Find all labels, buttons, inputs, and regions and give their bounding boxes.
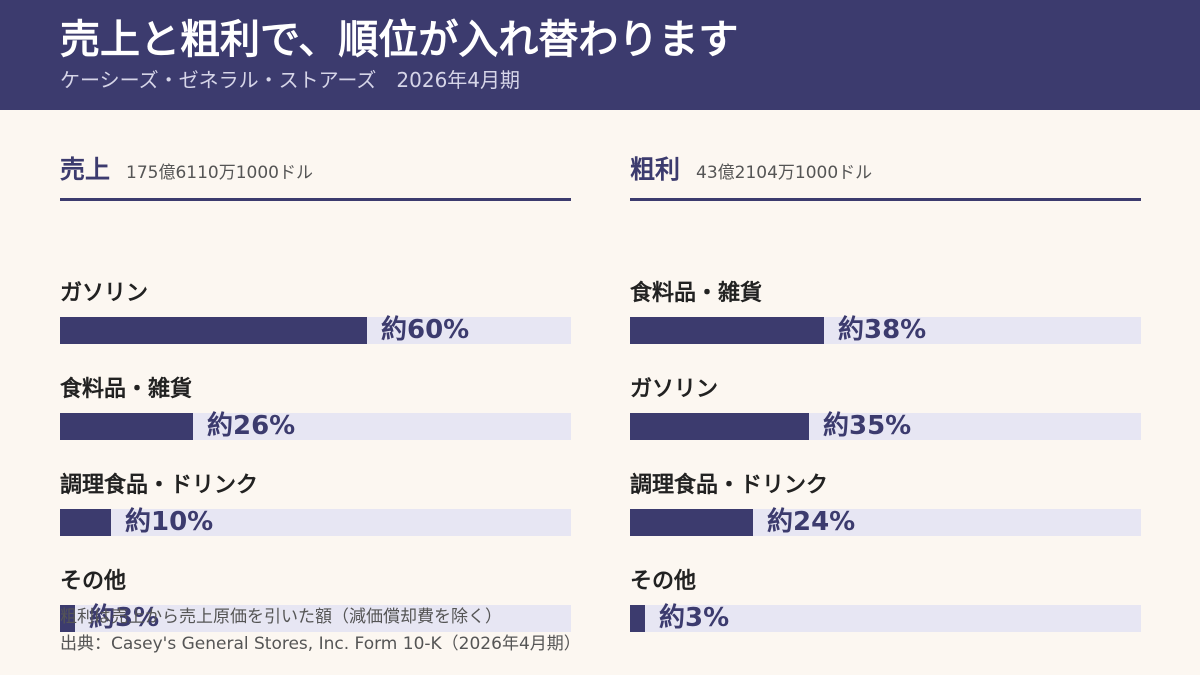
gross-profit-chart-header: 粗利 43億2104万1000ドル	[630, 150, 1141, 201]
bar-row: その他約3%	[60, 565, 571, 657]
source-note: 出典：Casey's General Stores, Inc. Form 10-…	[60, 634, 581, 654]
category-label: その他	[630, 569, 697, 594]
sales-chart: 売上 175億6110万1000ドル ガソリン 約60% 食料品・雑貨 約26% 調理食…	[60, 150, 571, 632]
bar	[60, 509, 111, 536]
value-label: 約3%	[659, 603, 730, 633]
bar-row: 食料品・雑貨約38%	[630, 277, 1141, 369]
bar	[60, 413, 193, 440]
bar	[60, 317, 367, 344]
bar	[630, 605, 645, 632]
category-label: 調理食品・ドリンク	[630, 473, 829, 498]
bar	[630, 509, 753, 536]
value-label: 約10%	[125, 507, 214, 537]
bar	[630, 413, 809, 440]
category-label: その他	[60, 569, 127, 594]
category-label: 食料品・雑貨	[630, 281, 763, 306]
bar-row: 食料品・雑貨 約26%	[60, 373, 571, 465]
category-label: 調理食品・ドリンク	[60, 473, 259, 498]
gross-profit-chart-title: 粗利	[630, 155, 681, 184]
page-title: 売上と粗利で、順位が入れ替わります	[60, 17, 739, 63]
bar-track: 約3%	[630, 605, 1141, 632]
page-subtitle: ケーシーズ・ゼネラル・ストアーズ 2026年4月期	[60, 68, 521, 92]
value-label: 約38%	[838, 315, 927, 345]
definition-note: 粗利は売上から売上原価を引いた額（減価償却費を除く）	[60, 607, 502, 627]
bar	[60, 605, 75, 632]
value-label: 約24%	[767, 507, 856, 537]
gross-profit-chart-total: 43億2104万1000ドル	[696, 163, 873, 183]
category-label: ガソリン	[60, 281, 149, 306]
sales-chart-header: 売上 175億6110万1000ドル	[60, 150, 571, 201]
bar-row: ガソリン約60%	[60, 277, 571, 369]
bar	[630, 317, 824, 344]
gross-profit-chart: 粗利 43億2104万1000ドル 食料品・雑貨 約38% ガソリン 約35% 調理食品…	[630, 150, 1141, 632]
bar-track: 約35%	[630, 413, 1141, 440]
bar-row: その他約3%	[630, 565, 1141, 657]
bar-track: 約10%	[60, 509, 571, 536]
value-label: 約3%	[89, 603, 160, 633]
bar-track: 約26%	[60, 413, 571, 440]
bar-row: ガソリン約35%	[630, 373, 1141, 465]
value-label: 約35%	[823, 411, 912, 441]
bar-row: 調理食品・ドリンク約10%	[60, 469, 571, 561]
value-label: 約60%	[381, 315, 470, 345]
bar-track: 約3%	[60, 605, 571, 632]
bar-track: 約24%	[630, 509, 1141, 536]
footnotes: 粗利は売上から売上原価を引いた額（減価償却費を除く） 出典：Casey's Ge…	[60, 604, 581, 658]
bar-row: 調理食品・ドリンク約24%	[630, 469, 1141, 561]
bar-track: 約38%	[630, 317, 1141, 344]
bar-track: 約60%	[60, 317, 571, 344]
header-banner: 売上と粗利で、順位が入れ替わります ケーシーズ・ゼネラル・ストアーズ 2026年…	[0, 0, 1200, 110]
category-label: ガソリン	[630, 377, 719, 402]
category-label: 食料品・雑貨	[60, 377, 193, 402]
value-label: 約26%	[207, 411, 296, 441]
sales-chart-total: 175億6110万1000ドル	[126, 163, 313, 183]
sales-chart-title: 売上	[60, 155, 111, 184]
